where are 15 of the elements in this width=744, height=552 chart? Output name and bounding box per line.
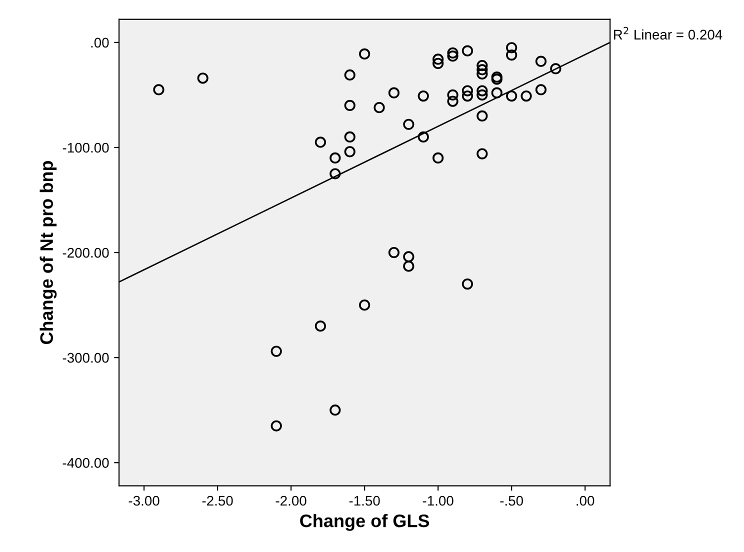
x-tick-label: -1.00 (422, 496, 454, 506)
x-tick-label: -2.00 (276, 496, 306, 506)
y-tick-label: -100.00 (62, 142, 109, 153)
y-tick-label: -300.00 (62, 352, 109, 363)
y-tick-label: -400.00 (62, 458, 109, 468)
y-axis-title: Change of Nt pro bnp (40, 161, 57, 344)
y-tick-label: .00 (91, 38, 109, 48)
x-tick-label: -.50 (500, 496, 523, 506)
x-tick-label: -2.50 (202, 496, 233, 506)
y-tick-label: -200.00 (62, 248, 109, 258)
x-tick-label: .00 (576, 496, 594, 506)
x-tick-label: -1.50 (349, 496, 380, 506)
annotation: R$^{2}$ Linear = 0.204 (614, 26, 722, 40)
x-axis-title: Change of GLS (300, 514, 430, 531)
x-tick-label: -3.00 (128, 496, 160, 506)
